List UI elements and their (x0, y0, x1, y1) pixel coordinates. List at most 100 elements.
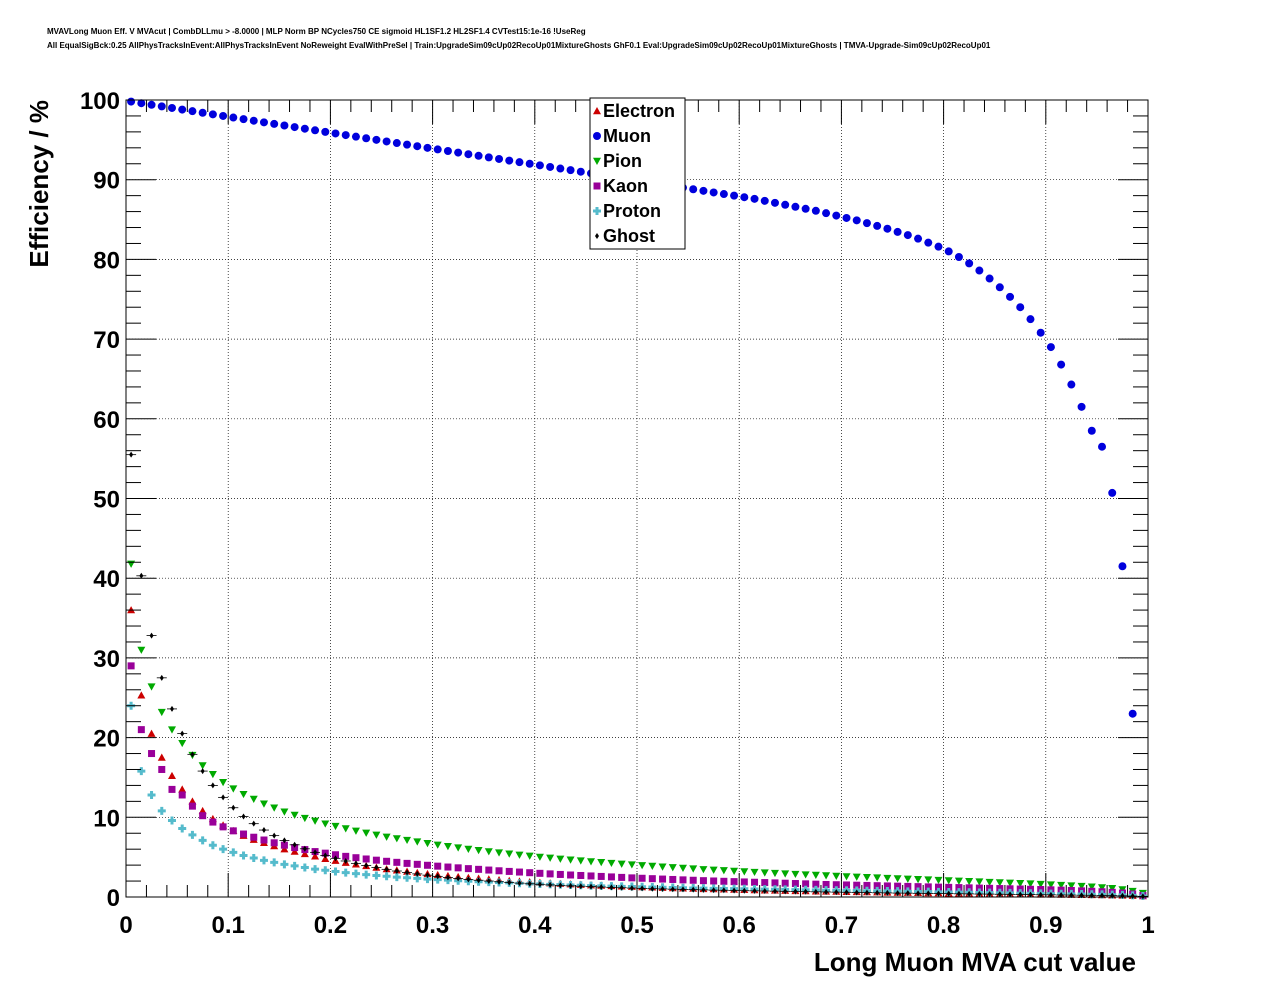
muon-point (760, 196, 769, 205)
ghost-point (241, 813, 246, 820)
ghost-point (129, 451, 134, 458)
ghost-point (456, 875, 461, 882)
ghost-point (405, 869, 410, 876)
pion-point (862, 874, 871, 882)
muon-point (331, 129, 340, 138)
x-tick-label: 0.6 (723, 912, 756, 939)
chart-title-line-2: All EqualSigBck:0.25 AllPhysTracksInEven… (47, 41, 991, 50)
muon-point (208, 110, 217, 119)
ghost-point (844, 889, 849, 896)
ghost-point (1018, 891, 1023, 898)
kaon-point (904, 882, 912, 890)
proton-point (433, 875, 442, 884)
kaon-point (199, 812, 207, 820)
electron-point (290, 847, 299, 855)
ghost-point (732, 887, 737, 894)
pion-point (934, 876, 943, 885)
kaon-point (751, 878, 759, 886)
kaon-point (955, 884, 963, 892)
ghost-point (231, 804, 236, 811)
muon-point (433, 145, 442, 154)
y-axis-title: Efficiency / % (24, 100, 54, 268)
kaon-point (1006, 885, 1014, 893)
tick-labels: 0 0.1 0.2 0.3 0.4 0.5 0.6 0.7 0.8 0.9 101020304050… (80, 88, 1155, 939)
kaon-point (127, 662, 135, 670)
ghost-point (282, 837, 287, 844)
kaon-point (209, 818, 217, 826)
muon-point (167, 103, 176, 112)
ghost-point (895, 890, 900, 897)
ghost-point (210, 782, 215, 789)
kaon-point (720, 877, 728, 885)
muon-point (832, 211, 841, 220)
ghost-point (180, 730, 185, 737)
pion-point (699, 866, 708, 874)
ghost-point (353, 860, 358, 867)
legend-marker-electron (593, 107, 601, 115)
muon-point (1067, 380, 1076, 389)
ghost-point (517, 880, 522, 887)
ghost-point (190, 751, 195, 758)
legend-box (589, 97, 686, 250)
pion-point (321, 820, 330, 828)
muon-point (995, 283, 1004, 292)
muon-point (781, 200, 790, 209)
ghost-point (343, 857, 348, 864)
ghost-point (997, 891, 1002, 898)
ghost-point (537, 881, 542, 888)
pion-point (157, 708, 166, 717)
muon-point (985, 274, 994, 283)
x-axis-title: Long Muon MVA cut value (814, 947, 1136, 977)
proton-point (239, 851, 248, 860)
pion-point (842, 873, 851, 881)
pion-point (1098, 884, 1107, 892)
ghost-point (742, 887, 747, 894)
muon-point (280, 121, 289, 130)
muon-point (219, 111, 228, 120)
muon-point (1128, 709, 1137, 718)
ghost-point (977, 891, 982, 898)
muon-point (862, 219, 871, 228)
legend-marker-ghost (595, 233, 599, 239)
kaon-point (883, 882, 891, 890)
kaon-point (168, 785, 176, 793)
proton-point (198, 836, 207, 845)
pion-point (392, 835, 401, 843)
series-layer (126, 97, 1148, 901)
kaon-point (362, 855, 370, 863)
kaon-point (597, 872, 605, 880)
pion-point (454, 844, 463, 852)
kaon-point (240, 830, 248, 838)
pion-point (249, 795, 258, 803)
pion-point (689, 865, 698, 873)
y-tick-label: 10 (93, 805, 120, 832)
pion-point (801, 871, 810, 879)
ghost-point (1130, 893, 1135, 900)
x-tick-label: 1 (1141, 912, 1154, 939)
y-tick-label: 80 (93, 247, 120, 274)
muon-point (239, 115, 248, 124)
pion-point (331, 822, 340, 831)
muon-point (351, 132, 360, 141)
pion-point (566, 856, 575, 864)
kaon-point (515, 868, 523, 876)
muon-point (290, 123, 299, 132)
muon-point (1046, 343, 1055, 352)
pion-point (781, 870, 790, 878)
pion-point (668, 864, 677, 872)
ghost-point (374, 864, 379, 871)
muon-point (1098, 442, 1107, 451)
ghost-point (169, 705, 174, 712)
kaon-point (332, 851, 340, 859)
ghost-point (629, 885, 634, 892)
pion-point (311, 817, 320, 825)
kaon-point (423, 861, 431, 869)
kaon-point (628, 874, 636, 882)
kaon-point (495, 867, 503, 875)
ghost-point (701, 886, 706, 893)
kaon-point (464, 865, 472, 873)
legend-label-proton: Proton (603, 201, 661, 221)
pion-point (924, 876, 933, 884)
y-tick-label: 0 (107, 885, 120, 912)
kaon-point (822, 880, 830, 888)
